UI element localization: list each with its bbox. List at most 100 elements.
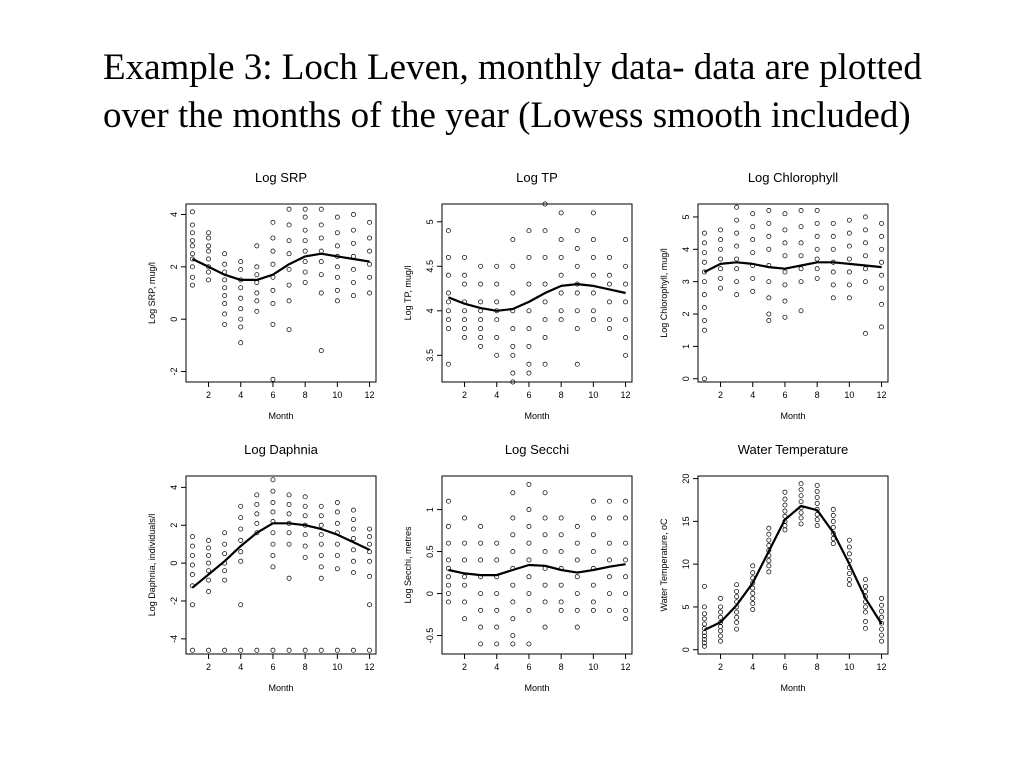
data-point bbox=[701, 604, 707, 610]
data-point bbox=[590, 290, 596, 296]
data-point bbox=[814, 256, 820, 262]
chart-title: Log TP bbox=[516, 170, 558, 185]
y-tick-label: 3 bbox=[681, 279, 691, 284]
data-point bbox=[526, 507, 532, 513]
data-point bbox=[526, 254, 532, 260]
data-point bbox=[351, 536, 356, 541]
data-point bbox=[574, 308, 580, 314]
data-point bbox=[222, 311, 228, 317]
data-point bbox=[445, 574, 451, 580]
data-point bbox=[238, 266, 244, 272]
data-point bbox=[558, 254, 564, 260]
data-point bbox=[189, 647, 195, 653]
data-point bbox=[798, 224, 804, 230]
data-point bbox=[607, 574, 612, 580]
data-point bbox=[445, 272, 451, 278]
data-point bbox=[846, 577, 852, 582]
data-point bbox=[318, 222, 324, 228]
data-point bbox=[462, 335, 467, 340]
data-point bbox=[510, 515, 516, 521]
data-point bbox=[478, 540, 484, 546]
data-point bbox=[574, 557, 580, 563]
data-point bbox=[574, 591, 580, 596]
data-point bbox=[302, 494, 308, 500]
data-point bbox=[270, 287, 276, 293]
data-point bbox=[286, 206, 292, 212]
data-point bbox=[863, 266, 868, 272]
data-point bbox=[286, 251, 292, 257]
data-point bbox=[607, 254, 612, 260]
y-tick-label: 0.5 bbox=[425, 545, 435, 558]
data-point bbox=[351, 293, 356, 299]
data-point bbox=[351, 570, 356, 576]
chart-panel-6: Water Temperature 2 4 6 8 10 12 0 5 10 15 20 Month Wa… bbox=[659, 442, 889, 693]
lowess-smooth-line bbox=[191, 252, 370, 281]
data-point bbox=[318, 290, 324, 296]
x-tick-label: 2 bbox=[718, 662, 723, 672]
data-point bbox=[846, 217, 852, 223]
data-point bbox=[222, 293, 228, 299]
data-point bbox=[574, 361, 580, 367]
data-point bbox=[318, 206, 324, 212]
data-point bbox=[351, 526, 356, 532]
data-point bbox=[846, 551, 852, 557]
data-point bbox=[206, 248, 211, 254]
data-point bbox=[782, 496, 788, 502]
data-point bbox=[782, 240, 788, 246]
data-point bbox=[462, 272, 467, 278]
data-point bbox=[318, 575, 324, 581]
x-tick-label: 12 bbox=[877, 662, 887, 672]
data-point bbox=[782, 527, 788, 533]
x-tick-label: 2 bbox=[462, 662, 467, 672]
data-point bbox=[718, 604, 723, 610]
data-point bbox=[367, 219, 373, 225]
data-point bbox=[445, 308, 451, 314]
data-point bbox=[510, 641, 516, 647]
data-point bbox=[351, 547, 356, 553]
data-point bbox=[798, 253, 804, 259]
data-point bbox=[445, 599, 451, 605]
data-point bbox=[189, 562, 195, 568]
data-point bbox=[254, 290, 260, 296]
data-point bbox=[222, 551, 228, 557]
data-point bbox=[863, 583, 868, 589]
data-point bbox=[286, 511, 292, 517]
data-point bbox=[526, 607, 532, 613]
data-point bbox=[766, 279, 772, 285]
data-point bbox=[798, 510, 804, 516]
y-tick-label: 3.5 bbox=[425, 349, 435, 362]
data-point bbox=[318, 513, 324, 519]
data-point bbox=[542, 317, 548, 323]
data-point bbox=[270, 248, 276, 254]
data-point bbox=[558, 549, 564, 555]
x-tick-label: 4 bbox=[238, 662, 243, 672]
data-point bbox=[189, 243, 195, 249]
data-point bbox=[222, 530, 228, 536]
data-point bbox=[574, 290, 580, 296]
data-point bbox=[318, 553, 324, 558]
data-point bbox=[798, 481, 804, 487]
data-point bbox=[623, 299, 629, 305]
data-point bbox=[286, 298, 292, 304]
data-point bbox=[590, 515, 596, 521]
data-point bbox=[494, 263, 500, 269]
data-point bbox=[814, 233, 820, 239]
data-point bbox=[607, 515, 612, 521]
data-point bbox=[718, 237, 723, 243]
data-point bbox=[206, 277, 211, 283]
data-point bbox=[318, 235, 324, 241]
data-point bbox=[270, 564, 276, 570]
data-point bbox=[238, 537, 244, 543]
data-point bbox=[270, 553, 276, 558]
data-point bbox=[734, 230, 740, 236]
x-tick-label: 12 bbox=[621, 662, 631, 672]
data-point bbox=[254, 264, 260, 270]
data-point bbox=[189, 534, 195, 540]
data-point bbox=[846, 295, 852, 301]
x-axis-label: Month bbox=[524, 683, 549, 693]
lowess-smooth-line bbox=[448, 563, 626, 577]
data-point bbox=[334, 287, 340, 293]
data-point bbox=[351, 212, 356, 217]
data-point bbox=[478, 299, 484, 305]
